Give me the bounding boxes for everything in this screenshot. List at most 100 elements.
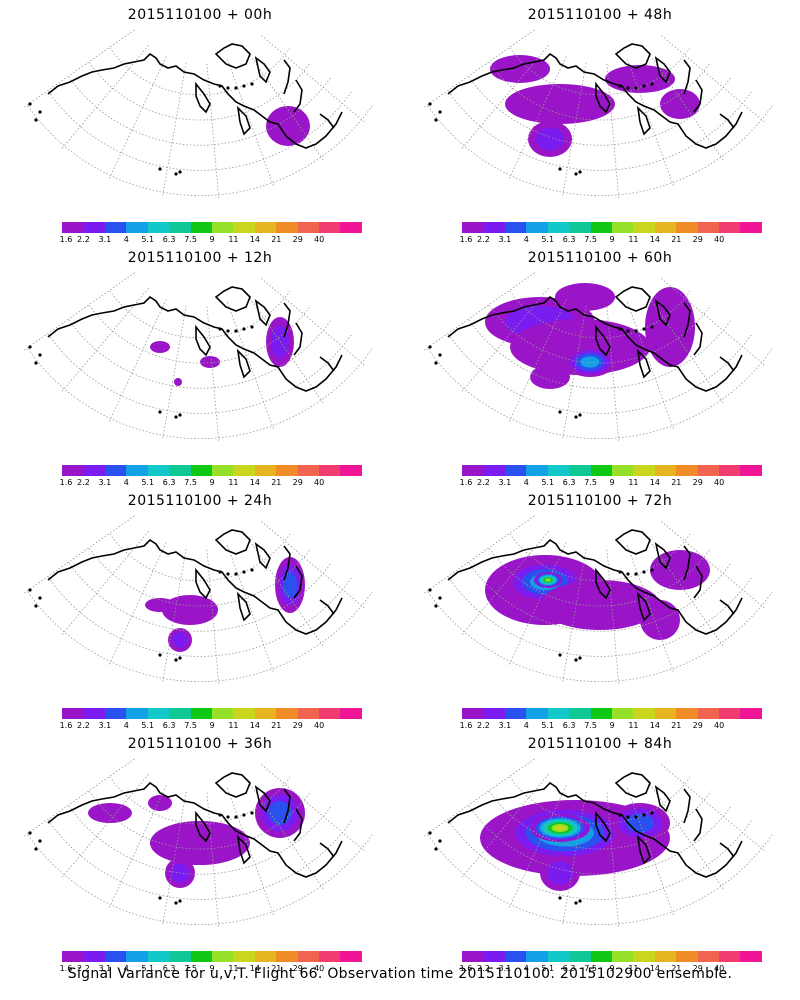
aleutian-islands xyxy=(428,811,654,905)
colorbar-swatch xyxy=(547,465,570,476)
variance-contour xyxy=(200,356,220,368)
colorbar-swatch xyxy=(697,708,720,719)
colorbar-tick-label: 40 xyxy=(714,721,725,730)
variance-contour xyxy=(640,600,680,640)
colorbar-swatch xyxy=(590,465,612,476)
variance-contour xyxy=(282,571,298,599)
colorbar-swatch xyxy=(190,708,212,719)
colorbar-swatch xyxy=(633,465,655,476)
colorbar-swatch xyxy=(547,951,570,962)
colorbar-swatch xyxy=(654,465,677,476)
colorbar-swatch xyxy=(254,708,277,719)
colorbar-swatch xyxy=(569,465,591,476)
colorbar-tick-label: 6.3 xyxy=(562,235,576,244)
variance-contour xyxy=(650,550,710,590)
variance-contour xyxy=(174,378,182,386)
colorbar-swatch xyxy=(83,222,105,233)
panel-title: 2015110100 + 48h xyxy=(527,7,673,23)
colorbar-tick-label: 1.6 xyxy=(459,478,473,487)
colorbar-swatch xyxy=(211,951,234,962)
colorbar-labels: 1.6 2.2 3.1 4 5.1 6.3 7.5 9 11 14 21 29 40 xyxy=(459,478,762,488)
colorbar-swatch xyxy=(697,465,720,476)
colorbar-tick-label: 6.3 xyxy=(162,478,176,487)
variance-map xyxy=(423,272,773,442)
panel-title: 2015110100 + 00h xyxy=(127,7,273,23)
colorbar-swatch xyxy=(719,708,741,719)
colorbar-tick-label: 9 xyxy=(609,478,615,487)
colorbar-swatch xyxy=(633,708,655,719)
colorbar-tick-label: 14 xyxy=(249,964,260,973)
colorbar-swatch xyxy=(526,708,548,719)
colorbar-swatch xyxy=(169,222,191,233)
colorbar-tick-label: 1.6 xyxy=(59,721,73,730)
forecast-panel: 2015110100 + 84h 1.6 2.2 3.1 4 5.1 6.3 7.5 9 11 14… xyxy=(400,729,800,979)
colorbar-tick-label: 29 xyxy=(692,721,703,730)
colorbar-tick-label: 5.1 xyxy=(141,478,155,487)
aleutian-islands xyxy=(28,811,254,905)
colorbar-swatch xyxy=(169,465,191,476)
colorbar-swatch xyxy=(504,951,527,962)
colorbar xyxy=(62,465,362,476)
colorbar-labels: 1.6 2.2 3.1 4 5.1 6.3 7.5 9 11 14 21 29 40 xyxy=(460,721,762,731)
colorbar-tick-label: 29 xyxy=(292,721,303,730)
aleutian-islands xyxy=(428,568,654,662)
colorbar-labels: 1.6 2.2 3.1 4 5.1 6.3 7.5 9 11 14 21 29 40 xyxy=(459,235,762,245)
colorbar-swatch xyxy=(340,222,362,233)
forecast-panel: 2015110100 + 60h 1.6 2.2 3.1 4 5.1 6.3 7.5 9 11 14… xyxy=(400,243,800,493)
colorbar-tick-label: 7.5 xyxy=(184,478,197,487)
colorbar-tick-label: 4 xyxy=(523,235,529,244)
colorbar-swatch xyxy=(611,465,634,476)
colorbar-swatch xyxy=(233,465,255,476)
colorbar-tick-label: 11 xyxy=(228,478,239,487)
colorbar-tick-label: 6.3 xyxy=(562,721,576,730)
panel-title: 2015110100 + 24h xyxy=(127,493,273,509)
colorbar-swatch xyxy=(340,951,362,962)
colorbar-swatch xyxy=(697,222,720,233)
coastline xyxy=(447,43,743,149)
colorbar-swatch xyxy=(611,222,634,233)
colorbar-swatch xyxy=(633,951,655,962)
variance-contour xyxy=(490,55,550,83)
colorbar-tick-label: 4 xyxy=(123,964,129,973)
variance-contour xyxy=(530,365,570,389)
colorbar-tick-label: 29 xyxy=(692,478,703,487)
colorbar-swatch xyxy=(547,222,570,233)
colorbar-swatch xyxy=(526,951,548,962)
colorbar-swatch xyxy=(676,951,698,962)
colorbar-tick-label: 21 xyxy=(271,721,282,730)
variance-contour xyxy=(554,825,566,831)
colorbar-tick-label: 29 xyxy=(292,478,303,487)
colorbar-tick-label: 7.5 xyxy=(584,235,597,244)
colorbar-tick-label: 14 xyxy=(249,721,260,730)
colorbar-tick-label: 5.1 xyxy=(141,721,155,730)
colorbar-swatch xyxy=(276,222,298,233)
colorbar-tick-label: 1.6 xyxy=(459,235,473,244)
colorbar-labels: 1.6 2.2 3.1 4 5.1 6.3 7.5 9 11 14 21 29 40 xyxy=(60,964,362,974)
colorbar-tick-label: 5.1 xyxy=(541,964,555,973)
colorbar-swatch xyxy=(104,708,127,719)
colorbar-tick-label: 4 xyxy=(523,721,529,730)
colorbar-tick-label: 2.2 xyxy=(77,721,90,730)
colorbar-tick-label: 9 xyxy=(209,478,215,487)
colorbar-tick-label: 2.2 xyxy=(477,478,490,487)
colorbar-tick-label: 5.1 xyxy=(541,235,555,244)
colorbar-swatch xyxy=(62,708,84,719)
colorbar-swatch xyxy=(83,951,105,962)
colorbar-tick-label: 21 xyxy=(271,235,282,244)
colorbar-swatch xyxy=(590,951,612,962)
colorbar-swatch xyxy=(190,465,212,476)
variance-contour xyxy=(88,803,132,823)
variance-contour xyxy=(172,632,188,648)
colorbar-tick-label: 5.1 xyxy=(541,721,555,730)
colorbar-swatch xyxy=(233,951,255,962)
colorbar-tick-label: 21 xyxy=(671,964,682,973)
colorbar-tick-label: 9 xyxy=(609,964,615,973)
colorbar-swatch xyxy=(340,708,362,719)
colorbar-swatch xyxy=(654,222,677,233)
colorbar-tick-label: 11 xyxy=(628,235,639,244)
variance-map xyxy=(23,515,373,685)
coastline xyxy=(47,529,343,635)
colorbar-swatch xyxy=(676,465,698,476)
colorbar-swatch xyxy=(633,222,655,233)
coastline xyxy=(447,772,743,878)
